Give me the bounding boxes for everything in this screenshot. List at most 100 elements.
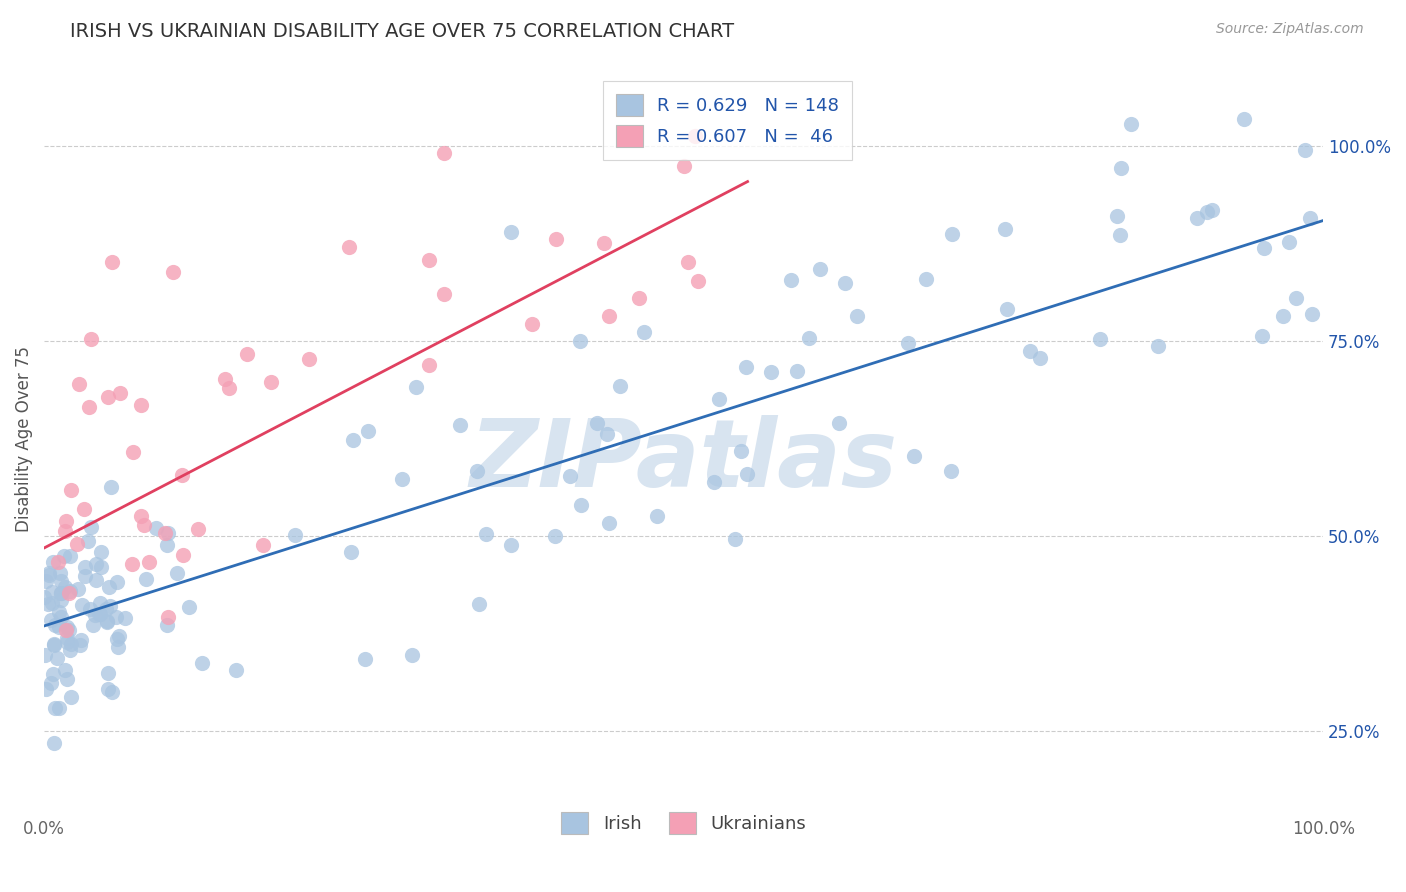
Point [1272, 310, 1295, 324]
Point [703, 475, 725, 490]
Point [340, 545, 363, 559]
Point [60, 637, 83, 651]
Point [1277, 235, 1299, 249]
Point [89, 607, 111, 621]
Point [58, 623, 80, 637]
Point [786, 364, 808, 378]
Point [35, 574, 58, 588]
Point [100, 480, 122, 494]
Point [48, 620, 70, 634]
Point [56, 632, 79, 646]
Point [520, 317, 543, 331]
Point [56, 620, 79, 634]
Point [59, 483, 82, 497]
Point [153, 526, 176, 541]
Point [609, 379, 631, 393]
Point [41, 676, 63, 690]
Point [759, 365, 782, 379]
Point [297, 351, 319, 366]
Point [132, 517, 155, 532]
Point [190, 656, 212, 670]
Point [780, 273, 803, 287]
Point [260, 375, 283, 389]
Point [58, 586, 80, 600]
Point [1105, 209, 1128, 223]
Point [79, 601, 101, 615]
Point [70, 598, 93, 612]
Point [105, 610, 128, 624]
Point [55, 623, 77, 637]
Point [70, 633, 93, 648]
Point [730, 444, 752, 458]
Point [941, 227, 963, 241]
Point [1029, 351, 1052, 366]
Text: Source: ZipAtlas.com: Source: ZipAtlas.com [1216, 22, 1364, 37]
Point [994, 222, 1017, 236]
Point [110, 386, 132, 401]
Point [98, 599, 121, 613]
Point [1088, 332, 1111, 346]
Point [34, 648, 56, 663]
Point [97, 681, 120, 696]
Point [129, 398, 152, 412]
Point [828, 416, 851, 430]
Point [598, 310, 620, 324]
Point [49, 586, 72, 600]
Point [84, 557, 107, 571]
Point [97, 391, 120, 405]
Point [121, 558, 143, 572]
Point [1109, 227, 1132, 242]
Point [44, 701, 66, 715]
Point [69, 639, 91, 653]
Point [82, 618, 104, 632]
Point [162, 265, 184, 279]
Point [501, 538, 523, 552]
Point [105, 574, 128, 589]
Point [1251, 328, 1274, 343]
Point [214, 372, 236, 386]
Point [1253, 241, 1275, 255]
Point [49, 574, 72, 588]
Point [38, 568, 60, 582]
Point [101, 685, 124, 699]
Point [401, 648, 423, 662]
Point [467, 464, 489, 478]
Point [405, 380, 427, 394]
Point [544, 529, 567, 543]
Point [101, 255, 124, 269]
Point [678, 255, 700, 269]
Point [53, 663, 76, 677]
Point [433, 145, 456, 160]
Point [156, 609, 179, 624]
Point [94, 602, 117, 616]
Point [596, 426, 619, 441]
Point [218, 381, 240, 395]
Point [66, 537, 89, 551]
Point [1284, 291, 1306, 305]
Point [834, 277, 856, 291]
Point [569, 334, 592, 349]
Point [1294, 143, 1316, 157]
Point [37, 597, 59, 611]
Y-axis label: Disability Age Over 75: Disability Age Over 75 [15, 346, 32, 532]
Point [73, 560, 96, 574]
Point [53, 524, 76, 538]
Point [145, 521, 167, 535]
Point [707, 392, 730, 406]
Point [75, 568, 97, 582]
Point [585, 416, 607, 430]
Point [252, 538, 274, 552]
Point [593, 236, 616, 251]
Point [66, 582, 89, 596]
Point [86, 573, 108, 587]
Point [48, 605, 70, 619]
Point [41, 596, 63, 610]
Point [799, 331, 821, 345]
Point [808, 261, 831, 276]
Point [391, 472, 413, 486]
Point [598, 516, 620, 530]
Point [34, 590, 56, 604]
Point [53, 580, 76, 594]
Point [155, 538, 177, 552]
Point [80, 520, 103, 534]
